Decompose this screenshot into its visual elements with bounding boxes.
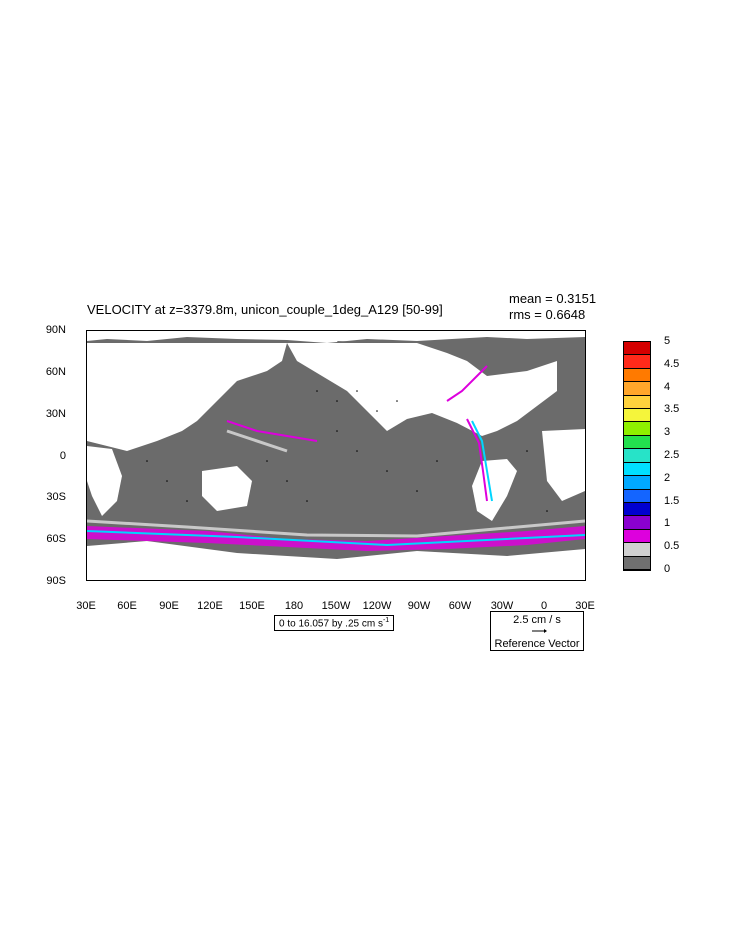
lon-label-150w: 150W: [321, 600, 351, 612]
legend-swatch: [624, 476, 650, 490]
legend-swatch: [624, 556, 650, 570]
lon-label-30w: 30W: [490, 600, 514, 612]
legend-swatch: [624, 502, 650, 517]
stats-panel: mean = 0.3151 rms = 0.6648: [509, 291, 596, 323]
color-legend: [623, 341, 651, 571]
legend-swatch: [624, 395, 650, 410]
lon-label-180: 180: [284, 600, 304, 612]
lon-label-120e: 120E: [197, 600, 223, 612]
legend-label: 3: [664, 426, 671, 439]
legend-swatch: [624, 529, 650, 544]
lat-label-90s: 90S: [46, 575, 66, 587]
legend-label: 5: [664, 335, 671, 347]
reference-vector-box: 2.5 cm / s Reference Vector: [490, 611, 584, 651]
lon-label-30e-right: 30E: [575, 600, 595, 612]
north-america-land: [287, 343, 557, 436]
eurasia-land: [87, 343, 287, 451]
contour-info-exponent: -1: [382, 617, 390, 624]
lon-label-90w: 90W: [407, 600, 431, 612]
contour-info-box: 0 to 16.057 by .25 cm s-1: [274, 615, 395, 632]
lon-label-0: 0: [540, 600, 548, 612]
map-title: VELOCITY at z=3379.8m, unicon_couple_1de…: [87, 302, 443, 317]
reference-vector-label: Reference Vector: [494, 638, 580, 650]
lon-label-60w: 60W: [448, 600, 472, 612]
antarctica-land: [87, 541, 585, 580]
lat-label-60n: 60N: [45, 366, 66, 378]
legend-swatch: [624, 435, 650, 450]
legend-label: 4: [664, 380, 671, 393]
legend-swatch: [624, 355, 650, 369]
lat-label-90n: 90N: [45, 324, 66, 336]
legend-swatch: [624, 543, 650, 557]
legend-label: 1: [664, 517, 671, 530]
lon-label-120w: 120W: [362, 600, 392, 612]
legend-label: 0.5: [664, 540, 680, 553]
legend-label: 4.5: [664, 357, 680, 370]
legend-label: 2.5: [664, 449, 680, 461]
australia-land: [202, 466, 252, 511]
velocity-map: [87, 331, 585, 580]
legend-swatch: [624, 489, 650, 503]
lon-label-30e: 30E: [76, 600, 96, 612]
vector-dots: [146, 390, 548, 512]
legend-swatch: [624, 368, 650, 383]
legend-label: 2: [664, 471, 671, 484]
legend-label: 1.5: [664, 494, 680, 507]
lon-label-90e: 90E: [159, 600, 179, 612]
mean-value: mean = 0.3151: [509, 291, 597, 306]
arctic-land: [87, 331, 585, 343]
legend-swatch: [624, 462, 650, 477]
legend-label: 0: [664, 563, 671, 575]
rms-value: rms = 0.6648: [509, 307, 586, 322]
lon-label-150e: 150E: [239, 600, 265, 612]
legend-swatch: [624, 422, 650, 436]
legend-label: 3.5: [664, 403, 680, 416]
legend-swatch: [624, 382, 650, 396]
legend-swatch: [624, 516, 650, 530]
legend-swatch: [624, 342, 650, 356]
legend-swatch: [624, 449, 650, 463]
lat-label-0: 0: [59, 450, 66, 462]
lon-label-60e: 60E: [117, 600, 137, 612]
legend-swatch: [624, 409, 650, 423]
lat-label-60s: 60S: [46, 533, 66, 545]
africa-land: [87, 446, 122, 516]
lat-label-30s: 30S: [46, 491, 66, 503]
contour-info-text: 0 to 16.057 by .25 cm s: [279, 618, 383, 630]
map-panel: [86, 330, 586, 581]
arrow-right-icon: [532, 629, 547, 633]
southern-ocean-band: [87, 526, 585, 551]
reference-magnitude: 2.5 cm / s: [513, 614, 561, 626]
lat-label-30n: 30N: [45, 408, 66, 420]
